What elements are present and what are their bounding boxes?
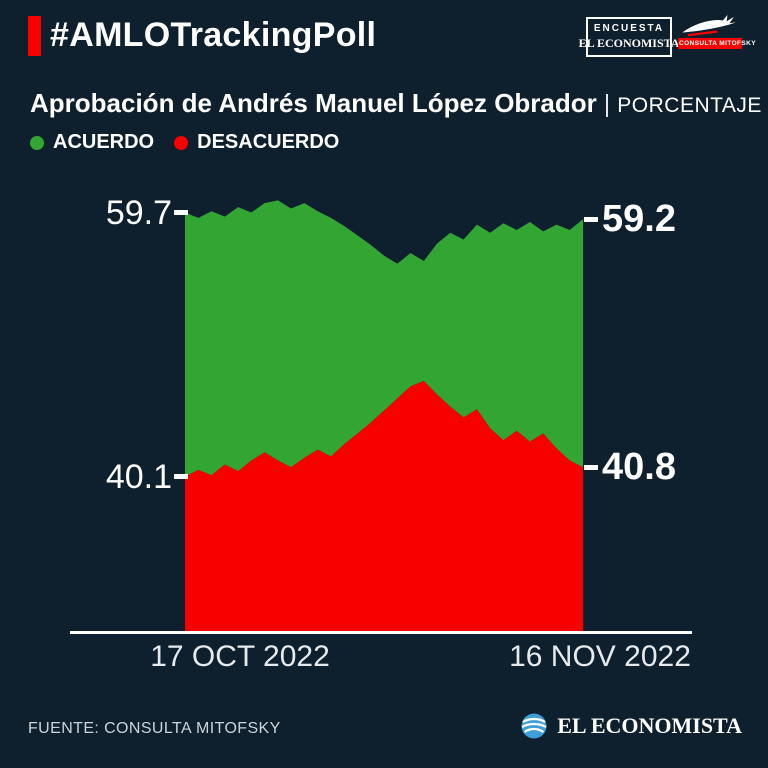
el-economista-brand-name: EL ECONOMISTA [557, 713, 742, 738]
encuesta-label: ENCUESTA [593, 23, 665, 34]
acuerdo-start-value: 59.7 [105, 193, 172, 232]
hashtag-title: #AMLOTrackingPoll [50, 16, 377, 54]
consulta-mitofsky-logo: CONSULTA MITOFSKY [678, 14, 756, 49]
acuerdo-legend-label: ACUERDO [53, 131, 155, 153]
el-economista-globe-icon [521, 713, 547, 739]
desacuerdo-start-tick [174, 474, 188, 480]
el-economista-brand: EL ECONOMISTA [520, 712, 742, 740]
desacuerdo-end-value: 40.8 [602, 446, 676, 489]
acuerdo-area [185, 200, 583, 477]
desacuerdo-start-value: 40.1 [105, 457, 172, 496]
acuerdo-end-value: 59.2 [602, 198, 676, 241]
desacuerdo-end-tick [584, 464, 598, 470]
desacuerdo-legend-label: DESACUERDO [197, 131, 340, 153]
x-axis-line [70, 631, 692, 634]
acuerdo-start-tick [174, 210, 188, 215]
source-text: FUENTE: CONSULTA MITOFSKY [28, 720, 281, 737]
x-axis-label-end: 16 NOV 2022 [509, 640, 691, 673]
x-axis-label-start: 17 OCT 2022 [150, 640, 330, 673]
title-separator: | [603, 90, 611, 118]
acuerdo-legend-dot [30, 135, 44, 150]
el-economista-encuesta-logo: ENCUESTA EL ECONOMISTA [579, 17, 679, 57]
desacuerdo-area [185, 381, 583, 633]
chart-title-text: Aprobación de Andrés Manuel López Obrado… [30, 88, 597, 118]
chart-title: Aprobación de Andrés Manuel López Obrado… [30, 88, 762, 119]
mitofsky-wordmark: CONSULTA MITOFSKY [678, 38, 756, 49]
mitofsky-rabbit-icon [682, 14, 736, 37]
acuerdo-end-tick [584, 216, 598, 222]
red-accent-bar [28, 16, 41, 56]
approval-area-chart [185, 200, 583, 633]
legend: ACUERDO DESACUERDO [30, 131, 339, 154]
percentage-label: PORCENTAJE [617, 94, 762, 117]
el-economista-wordmark: EL ECONOMISTA [578, 36, 680, 50]
desacuerdo-legend-dot [174, 135, 189, 150]
